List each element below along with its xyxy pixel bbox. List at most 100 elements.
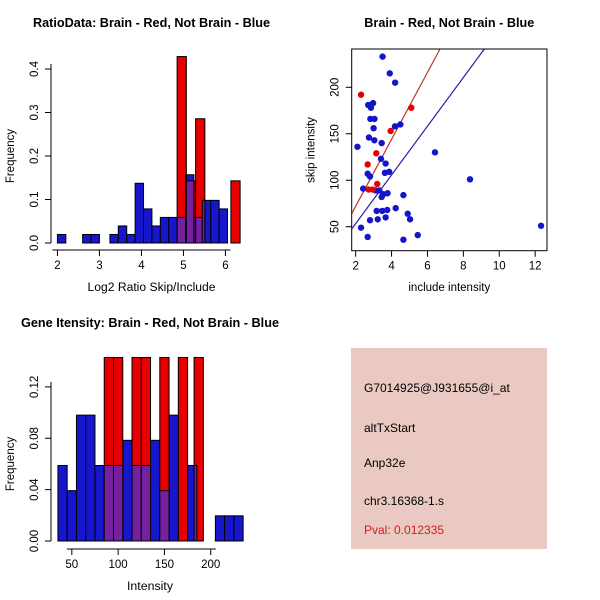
blue-bar (94, 464, 105, 542)
blue-point (378, 193, 385, 201)
x-tick-label: 2 (352, 261, 358, 273)
chart-title: Brain - Red, Not Brain - Blue (364, 16, 534, 30)
x-tick-label: 150 (155, 559, 174, 571)
blue-bar (168, 414, 179, 542)
blue-bar (150, 439, 161, 542)
blue-point (377, 155, 385, 163)
overlap-bar (159, 490, 170, 542)
brain-fit-line (351, 49, 441, 214)
blue-point (397, 121, 404, 128)
blue-bar (122, 439, 133, 542)
blue-bar (57, 464, 68, 542)
blue-point (369, 99, 377, 107)
y-tick-label: 0.0 (29, 235, 41, 251)
blue-point (391, 123, 399, 130)
red-point (364, 161, 371, 168)
x-tick-label: 4 (388, 261, 395, 273)
x-tick-label: 3 (96, 260, 102, 272)
y-axis-title: Frequency (5, 437, 17, 492)
gene-info-box: G7014925@J931655@i_at altTxStart Anp32e … (351, 348, 547, 549)
blue-bar (214, 515, 226, 542)
overlap-bar (176, 216, 187, 244)
blue-point (357, 224, 365, 231)
gene-intensity-histogram-panel: Gene Itensity: Brain - Red, Not Brain - … (5, 316, 279, 593)
blue-point (400, 191, 407, 199)
probe-id-text: G7014925@J931655@i_at (364, 381, 510, 395)
blue-point (366, 173, 374, 180)
blue-point (537, 222, 545, 229)
x-tick-label: 6 (424, 261, 430, 273)
red-bar (230, 180, 241, 244)
blue-point (404, 210, 411, 217)
blue-point (382, 160, 389, 167)
blue-point (431, 149, 439, 156)
y-tick-label: 100 (330, 171, 342, 190)
red-point (387, 127, 394, 135)
blue-bar (159, 216, 170, 244)
overlap-bar (112, 464, 124, 542)
red-point (369, 186, 376, 193)
y-tick-label: 50 (330, 220, 342, 233)
y-axis-title: skip intensity (306, 117, 318, 183)
blue-bar (109, 233, 119, 244)
y-tick-label: 0.4 (29, 60, 41, 77)
blue-bar (82, 233, 92, 244)
blue-point (400, 236, 407, 243)
x-tick-label: 5 (180, 260, 186, 272)
blue-point (379, 207, 386, 215)
blue-point (366, 217, 374, 224)
blue-point (365, 134, 373, 141)
overlap-bar (193, 464, 198, 542)
x-tick-label: 2 (54, 260, 60, 272)
overlap-bar (195, 216, 203, 244)
blue-point (359, 185, 367, 192)
fit-lines-group (351, 49, 485, 230)
overlap-bar (185, 180, 195, 244)
blue-bar (126, 233, 136, 244)
blue-bar (143, 208, 153, 244)
blue-point (466, 176, 474, 183)
x-tick-label: 6 (222, 260, 228, 272)
gene-name-text: Anp32e (364, 456, 406, 470)
y-tick-label: 0.2 (29, 148, 41, 164)
x-tick-label: 50 (65, 559, 78, 571)
blue-bar (85, 414, 96, 542)
blue-point (406, 216, 414, 223)
y-tick-label: 200 (330, 78, 342, 97)
blue-bar (75, 414, 87, 542)
blue-point (386, 168, 393, 176)
y-tick-label: 0.08 (29, 427, 41, 449)
y-tick-label: 0.3 (29, 105, 41, 121)
chart-title: Gene Itensity: Brain - Red, Not Brain - … (21, 316, 279, 330)
y-tick-label: 0.04 (29, 478, 41, 501)
y-tick-label: 0.12 (29, 376, 41, 398)
red-bar (176, 56, 187, 244)
blue-point (378, 139, 385, 147)
blue-point (384, 190, 391, 197)
not-brain-fit-line (351, 49, 485, 230)
gene-info-panel: G7014925@J931655@i_at altTxStart Anp32e … (300, 300, 600, 600)
red-point (373, 180, 381, 188)
blue-point (371, 115, 378, 123)
splice-event-type-text: altTxStart (364, 421, 416, 435)
blue-point (371, 137, 378, 144)
blue-point (384, 206, 391, 214)
red-point (357, 91, 365, 98)
chart-title: RatioData: Brain - Red, Not Brain - Blue (33, 16, 270, 30)
pval-text: Pval: 0.012335 (364, 523, 445, 537)
ratio-histogram-panel: RatioData: Brain - Red, Not Brain - Blue… (5, 16, 270, 294)
y-axis-title: Frequency (5, 129, 17, 184)
x-axis-title: Log2 Ratio Skip/Include (88, 282, 216, 294)
blue-point (391, 79, 399, 86)
y-tick-label: 0.1 (29, 192, 41, 208)
x-tick-label: 8 (460, 261, 466, 273)
blue-bar (56, 233, 67, 244)
x-tick-label: 10 (493, 261, 506, 273)
blue-point (379, 53, 386, 60)
overlap-bar (103, 464, 114, 542)
blue-point (364, 233, 371, 241)
overlap-bar (140, 464, 152, 542)
blue-bar (66, 490, 77, 542)
blue-bar (218, 208, 229, 244)
